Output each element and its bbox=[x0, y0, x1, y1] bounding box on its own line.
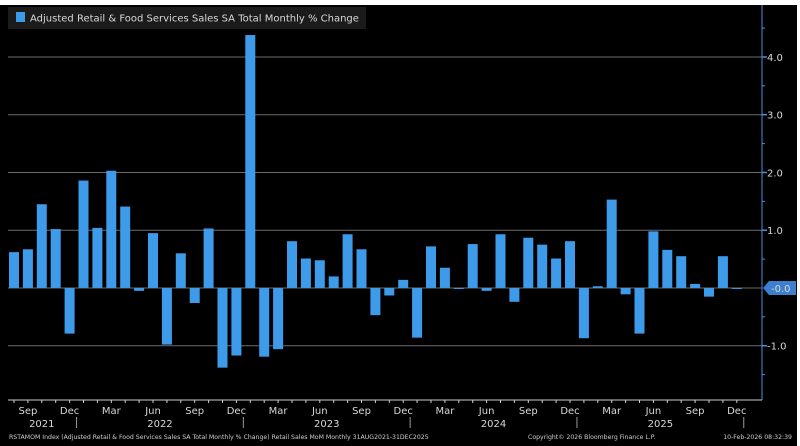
y-tick-label: 4.0 bbox=[767, 53, 783, 64]
bar bbox=[342, 234, 353, 288]
bar bbox=[9, 252, 19, 288]
bar bbox=[565, 241, 575, 288]
bar bbox=[648, 231, 659, 288]
bar bbox=[398, 279, 409, 288]
y-tick-label: 1.0 bbox=[767, 226, 783, 237]
bar bbox=[592, 286, 603, 288]
x-month-label: Mar bbox=[435, 406, 455, 417]
x-month-label: Jun bbox=[645, 406, 662, 417]
chart-frame bbox=[0, 5, 797, 446]
x-year-label: 2022 bbox=[147, 419, 172, 430]
legend-swatch bbox=[16, 12, 25, 22]
x-month-label: Dec bbox=[560, 406, 579, 417]
bar bbox=[509, 287, 520, 302]
x-month-label: Sep bbox=[352, 406, 371, 417]
x-month-label: Mar bbox=[602, 406, 622, 417]
bar bbox=[676, 256, 687, 288]
bar bbox=[50, 229, 61, 288]
bar bbox=[481, 287, 492, 291]
footer-source: RSTAMOM Index (Adjusted Retail & Food Se… bbox=[9, 434, 429, 441]
bar bbox=[439, 267, 450, 288]
bar bbox=[717, 256, 728, 288]
bar bbox=[426, 246, 436, 288]
bar bbox=[217, 287, 228, 368]
x-year-label: 2021 bbox=[29, 419, 54, 430]
bar bbox=[175, 253, 186, 288]
bar bbox=[92, 227, 103, 288]
legend-label: Adjusted Retail & Food Services Sales SA… bbox=[30, 14, 359, 25]
bar bbox=[245, 35, 256, 288]
x-month-label: Sep bbox=[18, 406, 37, 417]
x-month-label: Dec bbox=[60, 406, 79, 417]
bar bbox=[634, 287, 645, 334]
bar bbox=[606, 199, 617, 288]
bar bbox=[134, 287, 145, 291]
footer-timestamp: 10-Feb-2026 08:32:39 bbox=[723, 434, 792, 441]
x-month-label: Dec bbox=[727, 406, 746, 417]
bar bbox=[551, 258, 562, 288]
x-month-label: Sep bbox=[686, 406, 705, 417]
x-month-label: Jun bbox=[311, 406, 328, 417]
x-year-label: 2024 bbox=[481, 419, 506, 430]
bar bbox=[231, 287, 242, 356]
bar bbox=[731, 287, 742, 289]
last-value-tag bbox=[763, 280, 796, 295]
x-month-label: Dec bbox=[394, 406, 413, 417]
bar bbox=[64, 287, 75, 334]
bar bbox=[314, 260, 325, 288]
bar bbox=[189, 287, 200, 303]
legend-box bbox=[8, 7, 366, 29]
bar bbox=[356, 249, 367, 288]
bar bbox=[287, 241, 297, 288]
x-month-label: Jun bbox=[144, 406, 161, 417]
x-month-label: Mar bbox=[269, 406, 289, 417]
bar bbox=[148, 233, 158, 288]
y-tick-label: 3.0 bbox=[767, 111, 783, 122]
bar bbox=[203, 228, 214, 288]
bar bbox=[273, 287, 284, 350]
bar bbox=[662, 249, 673, 288]
bar bbox=[523, 237, 534, 288]
bar bbox=[412, 287, 423, 338]
bar bbox=[495, 234, 506, 288]
bar bbox=[578, 287, 589, 339]
bar bbox=[537, 244, 548, 288]
y-tick-label: -1.0 bbox=[767, 342, 787, 353]
bar bbox=[78, 180, 89, 288]
x-year-label: 2023 bbox=[314, 419, 339, 430]
bar bbox=[370, 287, 381, 316]
x-month-label: Dec bbox=[227, 406, 246, 417]
bar bbox=[300, 258, 311, 288]
bar bbox=[453, 287, 464, 289]
bar bbox=[106, 170, 117, 288]
bar bbox=[704, 287, 714, 297]
bar bbox=[467, 244, 478, 288]
last-value-label: -0.0 bbox=[771, 284, 791, 295]
x-month-label: Mar bbox=[102, 406, 122, 417]
x-month-label: Jun bbox=[478, 406, 495, 417]
x-year-label: 2025 bbox=[648, 419, 673, 430]
bar bbox=[328, 276, 339, 288]
bar bbox=[22, 249, 33, 288]
bar bbox=[259, 287, 270, 357]
y-tick-label: 2.0 bbox=[767, 168, 783, 179]
x-month-label: Sep bbox=[519, 406, 538, 417]
bar bbox=[36, 204, 47, 288]
bar bbox=[384, 287, 395, 296]
x-month-label: Sep bbox=[185, 406, 204, 417]
bar bbox=[120, 206, 131, 288]
bar bbox=[690, 283, 701, 288]
bar bbox=[161, 287, 172, 345]
footer-copyright: Copyright© 2026 Bloomberg Finance L.P. bbox=[528, 433, 656, 441]
bar bbox=[620, 287, 631, 295]
